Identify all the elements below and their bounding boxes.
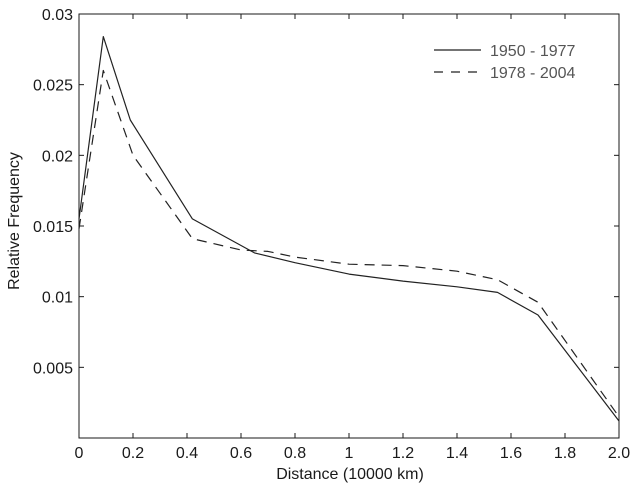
y-axis-ticks: 0.005 0.01 0.015 0.02 0.025 0.03 (33, 7, 619, 439)
x-tick-label: 2.0 (608, 445, 630, 462)
x-tick-label: 1.6 (500, 445, 522, 462)
x-tick-label: 1.4 (446, 445, 468, 462)
y-tick-label: 0.02 (42, 148, 73, 165)
x-axis-label: Distance (10000 km) (276, 466, 424, 483)
x-tick-label: 1.8 (554, 445, 576, 462)
y-tick-label: 0.03 (42, 7, 73, 24)
legend-label-1950-1977: 1950 - 1977 (490, 43, 576, 60)
x-tick-label: 1.2 (392, 445, 414, 462)
plot-frame (78, 13, 620, 439)
y-tick-label: 0.025 (33, 78, 73, 95)
x-tick-label: 0 (75, 445, 84, 462)
x-tick-label: 0.6 (230, 445, 252, 462)
y-tick-label: 0.015 (33, 219, 73, 236)
x-axis-ticks: 0 0.2 0.4 0.6 0.8 1 1.2 1.4 1.6 1.8 2.0 (75, 14, 630, 462)
legend: 1950 - 1977 1978 - 2004 (434, 43, 576, 82)
x-tick-label: 1 (345, 445, 354, 462)
series-lines (78, 35, 620, 422)
y-tick-label: 0.01 (42, 290, 73, 307)
y-axis-label: Relative Frequency (6, 152, 23, 290)
series-line-1950-1977 (78, 35, 620, 422)
x-tick-label: 0.8 (284, 445, 306, 462)
x-tick-label: 0.2 (122, 445, 144, 462)
legend-label-1978-2004: 1978 - 2004 (490, 65, 576, 82)
series-line-1978-2004 (78, 69, 620, 418)
y-tick-label: 0.005 (33, 360, 73, 377)
x-tick-label: 0.4 (176, 445, 198, 462)
